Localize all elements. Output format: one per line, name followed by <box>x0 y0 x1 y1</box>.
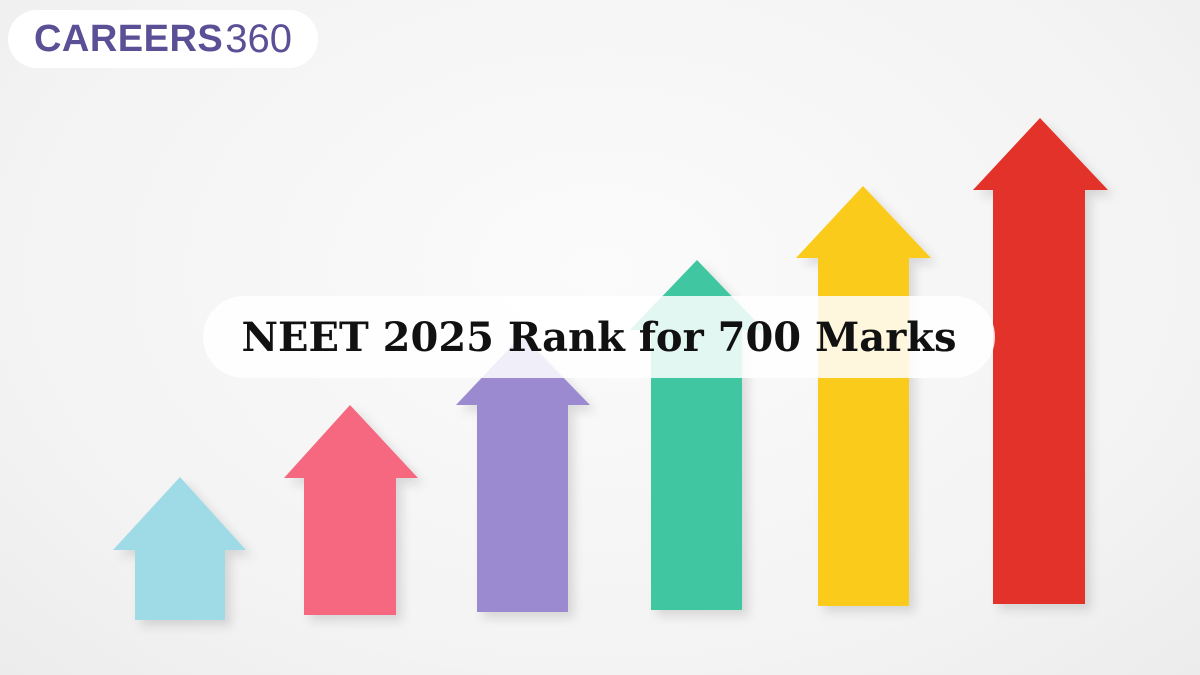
page-title: NEET 2025 Rank for 700 Marks <box>241 313 957 361</box>
arrow-red <box>973 118 1108 604</box>
logo-text-number: 360 <box>225 16 293 61</box>
title-banner: NEET 2025 Rank for 700 Marks <box>203 296 995 378</box>
arrow-cyan <box>113 477 246 620</box>
logo-text-bold: CAREERS <box>33 17 224 60</box>
arrow-yellow <box>796 186 931 606</box>
careers360-logo: CAREERS 360 <box>8 10 318 68</box>
arrow-purple <box>456 335 590 612</box>
arrow-pink <box>284 405 418 615</box>
